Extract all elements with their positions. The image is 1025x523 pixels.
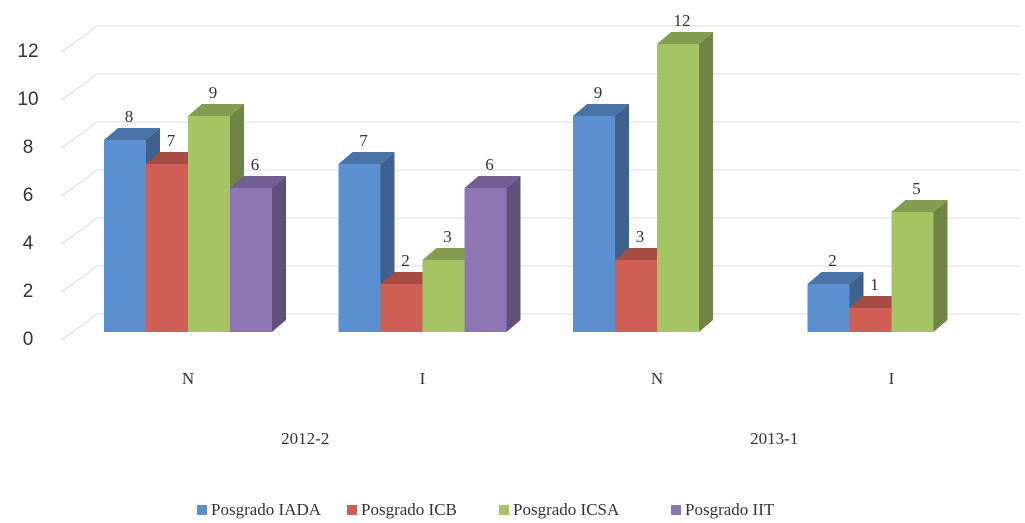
bar-top bbox=[188, 104, 244, 116]
bar bbox=[573, 116, 615, 332]
y-tick-label: 4 bbox=[23, 233, 34, 254]
data-label: 1 bbox=[870, 275, 879, 294]
group-label: 2013-1 bbox=[750, 429, 798, 448]
bar bbox=[380, 284, 423, 332]
y-tick-label: 2 bbox=[23, 281, 34, 302]
x-tick-label: N bbox=[651, 369, 663, 388]
x-tick-label: I bbox=[889, 369, 895, 388]
bar bbox=[422, 260, 465, 332]
legend-swatch bbox=[499, 505, 509, 515]
bar bbox=[615, 260, 657, 332]
bar bbox=[338, 164, 381, 332]
bar bbox=[849, 308, 892, 332]
bar bbox=[188, 116, 230, 332]
bar bbox=[146, 164, 188, 332]
bar-top bbox=[891, 200, 948, 212]
y-tick-label: 10 bbox=[17, 89, 38, 110]
y-tick-label: 6 bbox=[23, 185, 34, 206]
data-label: 6 bbox=[251, 155, 260, 174]
bar-top bbox=[104, 128, 160, 140]
bar-side bbox=[272, 176, 286, 332]
bar-top bbox=[657, 32, 713, 44]
y-tick-label: 12 bbox=[17, 41, 38, 62]
bar bbox=[657, 44, 699, 332]
legend-swatch bbox=[347, 505, 357, 515]
bar-top bbox=[230, 176, 286, 188]
grid-line bbox=[61, 73, 1020, 101]
legend-label: Posgrado IIT bbox=[685, 500, 775, 519]
data-label: 7 bbox=[167, 131, 176, 150]
legend-label: Posgrado IADA bbox=[211, 500, 322, 519]
data-label: 8 bbox=[125, 107, 134, 126]
data-label: 3 bbox=[443, 227, 452, 246]
data-label: 5 bbox=[912, 179, 921, 198]
bar-side bbox=[506, 176, 521, 332]
bar-side bbox=[699, 32, 713, 332]
data-label: 9 bbox=[594, 83, 603, 102]
bar-top bbox=[338, 152, 395, 164]
data-label: 6 bbox=[485, 155, 494, 174]
legend-label: Posgrado ICB bbox=[361, 500, 457, 519]
data-label: 2 bbox=[401, 251, 410, 270]
bar bbox=[891, 212, 934, 332]
bar bbox=[104, 140, 146, 332]
legend-swatch bbox=[197, 505, 207, 515]
y-tick-label: 0 bbox=[23, 329, 34, 350]
data-label: 2 bbox=[828, 251, 837, 270]
data-label: 7 bbox=[359, 131, 368, 150]
group-label: 2012-2 bbox=[281, 429, 329, 448]
bar-top bbox=[573, 104, 629, 116]
bar bbox=[230, 188, 272, 332]
legend-label: Posgrado ICSA bbox=[513, 500, 620, 519]
y-tick-label: 8 bbox=[23, 137, 34, 158]
x-tick-label: I bbox=[420, 369, 426, 388]
grid-line bbox=[61, 25, 1020, 53]
bar bbox=[464, 188, 507, 332]
data-label: 9 bbox=[209, 83, 218, 102]
data-label: 12 bbox=[674, 11, 691, 30]
bar bbox=[807, 284, 850, 332]
legend-swatch bbox=[671, 505, 681, 515]
data-label: 3 bbox=[636, 227, 645, 246]
bar-top bbox=[464, 176, 521, 188]
x-tick-label: N bbox=[182, 369, 194, 388]
bar-top bbox=[807, 272, 864, 284]
bar-side bbox=[933, 200, 948, 332]
